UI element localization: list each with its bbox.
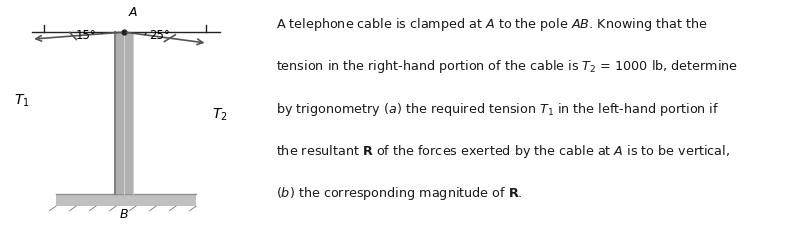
Text: $T_1$: $T_1$ — [14, 93, 30, 109]
Text: $A$: $A$ — [128, 6, 138, 19]
Text: A telephone cable is clamped at $A$ to the pole $AB$. Knowing that the: A telephone cable is clamped at $A$ to t… — [276, 16, 707, 33]
Text: 15°: 15° — [76, 29, 97, 42]
Text: $B$: $B$ — [119, 208, 129, 221]
Text: the resultant $\mathbf{R}$ of the forces exerted by the cable at $A$ is to be ve: the resultant $\mathbf{R}$ of the forces… — [276, 143, 730, 160]
Text: by trigonometry $(a)$ the required tension $T_1$ in the left-hand portion if: by trigonometry $(a)$ the required tensi… — [276, 101, 719, 118]
Text: 25°: 25° — [150, 29, 170, 42]
Bar — [115, 32, 133, 194]
Text: $T_2$: $T_2$ — [212, 106, 228, 123]
Text: $(b)$ the corresponding magnitude of $\mathbf{R}$.: $(b)$ the corresponding magnitude of $\m… — [276, 185, 522, 202]
Bar — [56, 194, 196, 206]
Text: tension in the right-hand portion of the cable is $T_2$ = 1000 lb, determine: tension in the right-hand portion of the… — [276, 58, 738, 75]
